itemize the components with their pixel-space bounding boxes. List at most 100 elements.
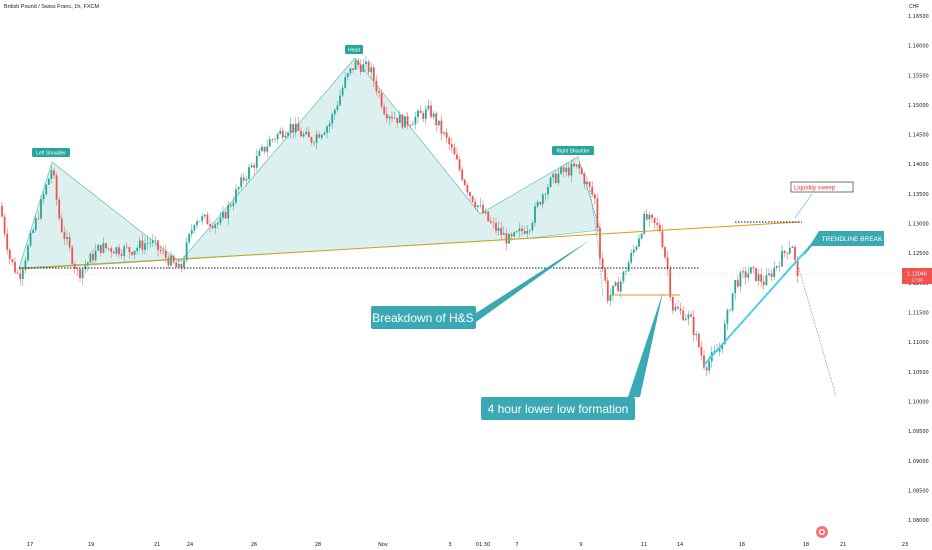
candle-body-14 [37,218,40,219]
svg-text:Liquidity sweep: Liquidity sweep [794,186,836,192]
candle-body-194 [505,233,508,244]
time-tick-12: 14 [677,542,683,548]
candle-body-52 [136,247,139,251]
candle-body-254 [661,231,664,248]
candle-body-157 [409,125,412,126]
candle-body-176 [458,159,461,170]
current-price-value: 1.12046 [907,272,927,278]
candle-body-68 [177,263,180,267]
candle-body-38 [99,245,102,253]
candle-body-197 [513,232,516,237]
candle-body-256 [666,257,669,269]
candle-body-306 [796,259,799,277]
breakdown-path [589,189,604,298]
countdown-value: 17:09 [911,278,923,283]
price-tick-1: 1.16000 [908,44,929,50]
candle-body-44 [115,247,118,254]
time-tick-6: Nov [378,542,388,548]
candle-body-128 [333,109,336,115]
candle-body-269 [700,346,703,356]
candle-body-105 [274,139,276,140]
candle-body-9 [24,260,27,270]
price-tick-11: 1.11000 [908,340,929,346]
head-and-shoulders-pattern [18,57,601,269]
candle-body-151 [393,117,396,119]
candle-body-294 [765,275,768,286]
time-tick-7: 3 [448,542,451,548]
candle-body-175 [456,154,458,160]
candle-body-177 [461,169,464,180]
candle-body-73 [190,230,193,234]
candle-body-167 [435,113,438,126]
candle-body-261 [679,308,682,311]
candle-body-262 [682,310,685,321]
candle-body-127 [331,114,334,124]
time-tick-10: 9 [579,542,582,548]
candle-body-67 [175,262,178,267]
candle-body-163 [424,109,427,119]
candle-body-185 [482,204,484,214]
candle-body-148 [385,113,388,119]
candle-body-61 [159,250,162,252]
candle-body-118 [307,131,310,138]
candle-body-26 [68,237,71,248]
candle-body-253 [658,224,661,232]
candle-body-205 [534,206,536,223]
candle-body-169 [440,120,443,134]
candle-body-55 [144,243,146,250]
candle-body-76 [198,220,201,222]
breakdown-callout: Breakdown of H&S [371,240,590,329]
candle-body-23 [60,218,63,233]
candle-body-232 [604,268,607,281]
candle-body-304 [791,246,794,248]
candle-body-282 [734,280,737,294]
tradingview-logo-icon [816,526,828,538]
candle-body-146 [380,93,383,107]
candle-body-60 [157,240,159,251]
candle-body-122 [318,134,321,138]
candle-body-260 [677,306,679,309]
candle-body-82 [214,224,217,228]
candle-body-135 [352,68,354,70]
candle-body-71 [185,242,188,261]
candle-body-284 [739,272,742,287]
price-tick-7: 1.13000 [908,222,929,228]
trendline-break-callout: TRENDLINE BREAK [802,231,884,258]
candle-body-88 [229,205,232,206]
candle-body-53 [138,240,141,248]
price-tick-3: 1.15000 [908,103,929,109]
candle-body-173 [450,144,453,148]
candle-body-180 [469,192,471,196]
price-axis: 1.16500 1.16000 1.15500 1.15000 1.14500 1.140… [908,14,929,524]
rising-trendline [703,245,811,366]
candle-body-246 [640,233,643,239]
candle-body-96 [250,165,253,168]
candle-body-263 [684,318,687,321]
candle-body-301 [783,250,786,253]
price-tick-14: 1.09500 [908,429,929,435]
candle-body-227 [591,186,594,195]
candle-body-192 [500,227,503,235]
candle-body-81 [211,226,214,228]
candle-body-290 [755,268,757,281]
candle-body-107 [279,130,282,134]
lower-low-callout: 4 hour lower low formation [481,292,663,420]
price-tick-13: 1.10000 [908,400,929,406]
candle-body-25 [66,237,68,239]
candle-body-216 [562,167,565,172]
candle-body-172 [448,137,451,145]
candle-body-99 [258,150,261,156]
candle-body-31 [81,269,84,279]
candle-body-143 [372,67,375,81]
candle-body-206 [536,202,539,207]
candle-body-224 [583,173,586,185]
candle-body-221 [575,164,578,167]
candle-body-80 [209,224,211,227]
candle-body-305 [794,246,796,260]
candle-body-46 [120,254,123,256]
candle-body-191 [497,227,500,231]
candle-body-278 [723,323,726,345]
candle-body-233 [606,280,609,301]
candle-body-97 [253,165,256,168]
